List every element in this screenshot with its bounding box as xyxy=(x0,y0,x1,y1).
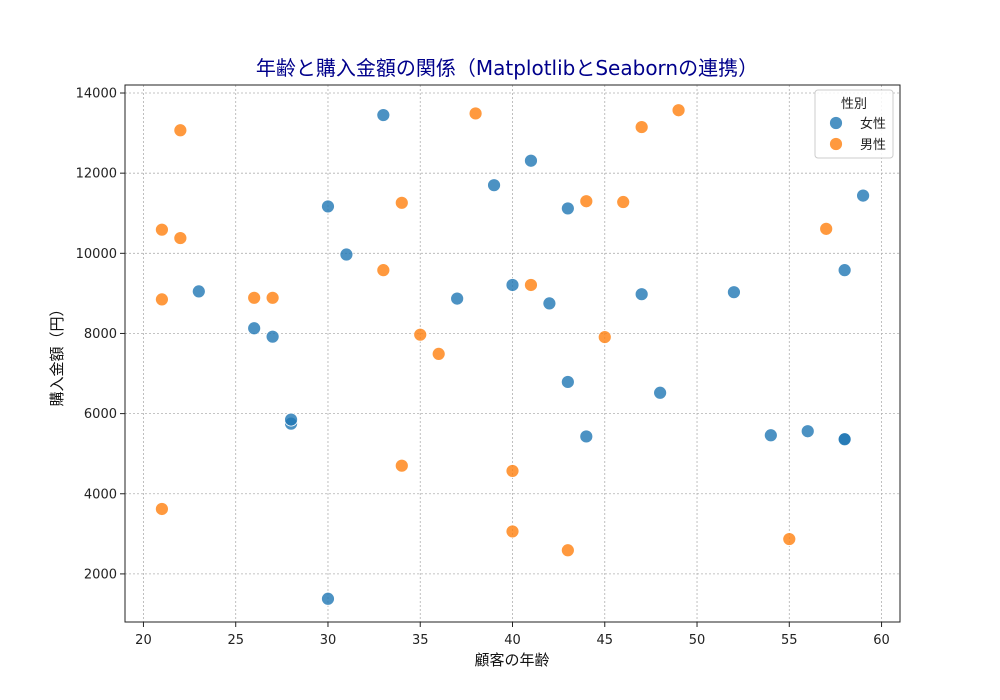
legend-marker-male xyxy=(829,137,843,151)
x-tick-label: 60 xyxy=(873,633,890,648)
data-point-male xyxy=(597,330,612,344)
data-point-male xyxy=(394,195,409,210)
y-tick-label: 2000 xyxy=(84,567,117,582)
chart-title: 年齢と購入金額の関係（MatplotlibとSeabornの連携） xyxy=(256,56,758,80)
y-tick-label: 4000 xyxy=(84,487,117,502)
data-point-male xyxy=(173,231,188,245)
data-point-female xyxy=(505,278,520,292)
legend: 性別 女性 男性 xyxy=(814,89,894,159)
data-point-female xyxy=(837,263,852,278)
data-point-female xyxy=(247,321,262,336)
y-axis-label: 購入金額（円） xyxy=(48,301,66,406)
data-point-female xyxy=(265,329,280,344)
x-tick-label: 25 xyxy=(227,633,244,648)
x-tick-label: 45 xyxy=(596,633,613,648)
legend-marker-female xyxy=(829,116,843,130)
data-point-male xyxy=(782,532,797,546)
data-point-female xyxy=(284,412,298,427)
data-point-female xyxy=(542,296,557,311)
data-point-female xyxy=(450,291,465,306)
data-point-female xyxy=(191,284,206,299)
data-point-male xyxy=(671,103,686,118)
data-point-female xyxy=(800,424,815,439)
legend-label-male: 男性 xyxy=(860,138,886,153)
data-point-female xyxy=(579,429,594,444)
data-point-male xyxy=(579,194,594,209)
data-point-female xyxy=(856,188,870,203)
data-point-male xyxy=(505,464,520,478)
data-point-male xyxy=(468,106,483,121)
data-point-male xyxy=(376,263,391,278)
x-axis-label: 顧客の年齢 xyxy=(474,651,549,669)
data-point-female xyxy=(321,591,335,606)
data-point-male xyxy=(265,290,280,305)
data-point-female xyxy=(653,385,668,400)
y-tick-label: 6000 xyxy=(84,407,117,422)
data-point-female xyxy=(837,432,852,447)
data-point-female xyxy=(560,201,575,216)
data-point-male xyxy=(173,123,188,138)
data-point-male xyxy=(155,222,169,237)
data-point-female xyxy=(727,285,741,300)
data-point-male xyxy=(431,347,446,361)
x-tick-label: 35 xyxy=(412,633,429,648)
data-point-female xyxy=(763,428,778,443)
data-point-female xyxy=(339,247,354,262)
legend-label-female: 女性 xyxy=(860,116,886,132)
data-point-female xyxy=(634,287,649,302)
data-point-female xyxy=(524,153,538,168)
data-point-male xyxy=(247,290,262,305)
data-point-female xyxy=(376,108,391,122)
data-point-male xyxy=(394,458,409,473)
x-tick-label: 40 xyxy=(504,633,521,648)
data-points xyxy=(155,103,870,606)
x-tick-label: 20 xyxy=(135,633,152,648)
data-point-male xyxy=(524,278,538,292)
y-tick-label: 12000 xyxy=(76,167,117,182)
data-point-male xyxy=(155,292,169,307)
x-tick-label: 30 xyxy=(320,633,337,648)
data-point-female xyxy=(487,178,501,193)
data-point-male xyxy=(634,120,649,134)
data-point-female xyxy=(321,199,335,214)
y-tick-label: 10000 xyxy=(76,247,117,262)
y-tick-label: 14000 xyxy=(76,87,117,102)
data-point-male xyxy=(413,327,428,342)
data-point-male xyxy=(155,502,169,516)
data-point-male xyxy=(819,221,834,236)
y-tick-label: 8000 xyxy=(84,327,117,342)
legend-title: 性別 xyxy=(841,97,867,112)
x-tick-label: 55 xyxy=(781,633,798,648)
plot-area-frame xyxy=(124,84,901,623)
data-point-female xyxy=(560,375,575,389)
data-point-male xyxy=(505,524,520,539)
x-tick-label: 50 xyxy=(689,633,706,648)
data-point-male xyxy=(616,195,631,209)
axis-ticks: 20 25 30 35 40 45 50 55 60 2000 4000 6000 8000 10000 1… xyxy=(76,87,890,648)
data-point-male xyxy=(560,543,575,558)
